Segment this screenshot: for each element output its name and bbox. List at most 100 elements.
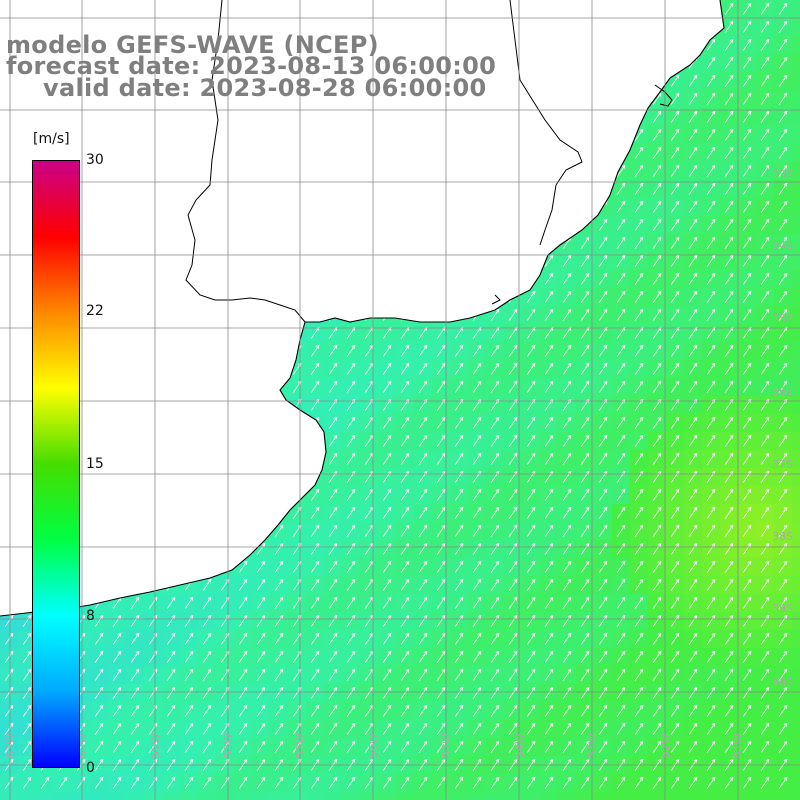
wind-arrow-head bbox=[513, 524, 518, 529]
wind-cell bbox=[738, 792, 756, 800]
wind-arrow-head bbox=[783, 74, 788, 79]
wind-arrow bbox=[724, 39, 734, 51]
wind-arrow bbox=[346, 561, 356, 573]
wind-arrow-head bbox=[333, 488, 338, 493]
wind-cell bbox=[792, 90, 800, 108]
wind-arrow-head bbox=[693, 236, 698, 241]
wind-arrow-head bbox=[657, 164, 662, 169]
wind-arrow-head bbox=[621, 308, 626, 313]
wind-arrow bbox=[688, 525, 698, 537]
wind-arrow-head bbox=[639, 380, 644, 385]
wind-arrow bbox=[742, 489, 752, 501]
wind-cell bbox=[792, 252, 800, 270]
wind-arrow-head bbox=[351, 506, 356, 511]
wind-arrow-head bbox=[729, 542, 734, 547]
wind-arrow-head bbox=[333, 560, 338, 565]
wind-arrow bbox=[778, 489, 788, 501]
wind-arrow bbox=[544, 273, 554, 285]
wind-arrow-head bbox=[459, 470, 464, 475]
wind-arrow bbox=[634, 561, 644, 573]
wind-cell bbox=[792, 414, 800, 432]
wind-arrow-head bbox=[603, 362, 608, 367]
wind-arrow-head bbox=[549, 524, 554, 529]
wind-arrow-head bbox=[675, 110, 680, 115]
wind-arrow bbox=[310, 579, 320, 591]
wind-arrow bbox=[634, 345, 644, 357]
wind-arrow bbox=[544, 507, 554, 519]
wind-arrow bbox=[778, 219, 788, 231]
wind-arrow bbox=[292, 507, 302, 519]
wind-arrow bbox=[418, 345, 428, 357]
wind-arrow bbox=[400, 453, 410, 465]
wind-arrow-head bbox=[405, 524, 410, 529]
wind-arrow-head bbox=[783, 416, 788, 421]
wind-arrow bbox=[418, 363, 428, 375]
wind-arrow bbox=[328, 327, 338, 339]
wind-arrow-head bbox=[513, 308, 518, 313]
wind-arrow-head bbox=[711, 146, 716, 151]
wind-arrow bbox=[706, 363, 716, 375]
wind-arrow bbox=[760, 3, 770, 15]
wind-arrow bbox=[652, 507, 662, 519]
wind-arrow bbox=[328, 543, 338, 555]
wind-arrow-head bbox=[279, 560, 284, 565]
wind-arrow bbox=[580, 381, 590, 393]
wind-arrow-head bbox=[657, 542, 662, 547]
wind-cell bbox=[396, 792, 414, 800]
wind-arrow bbox=[724, 525, 734, 537]
wind-arrow bbox=[724, 579, 734, 591]
wind-arrow bbox=[454, 489, 464, 501]
wind-arrow-head bbox=[567, 596, 572, 601]
wind-arrow-head bbox=[387, 506, 392, 511]
wind-arrow-head bbox=[675, 272, 680, 277]
wind-arrow-head bbox=[657, 506, 662, 511]
wind-arrow bbox=[688, 579, 698, 591]
wind-arrow-head bbox=[747, 416, 752, 421]
wind-arrow-head bbox=[765, 488, 770, 493]
wind-arrow bbox=[652, 165, 662, 177]
wind-arrow-head bbox=[495, 434, 500, 439]
wind-arrow bbox=[616, 327, 626, 339]
wind-arrow-head bbox=[747, 578, 752, 583]
wind-arrow bbox=[274, 597, 284, 609]
wind-cell bbox=[378, 792, 396, 800]
wind-arrow-head bbox=[423, 542, 428, 547]
wind-cell bbox=[324, 792, 342, 800]
wind-arrow bbox=[688, 345, 698, 357]
wind-arrow-head bbox=[549, 362, 554, 367]
wind-arrow-head bbox=[783, 20, 788, 25]
wind-arrow bbox=[490, 345, 500, 357]
wind-arrow bbox=[346, 597, 356, 609]
wind-arrow-head bbox=[531, 542, 536, 547]
wind-arrow bbox=[454, 507, 464, 519]
wind-arrow bbox=[778, 453, 788, 465]
wind-arrow bbox=[724, 219, 734, 231]
wind-arrow bbox=[382, 363, 392, 375]
wind-arrow bbox=[616, 237, 626, 249]
wind-cell bbox=[774, 792, 792, 800]
wind-arrow bbox=[328, 417, 338, 429]
wind-arrow-head bbox=[657, 236, 662, 241]
wind-arrow bbox=[760, 219, 770, 231]
wind-arrow bbox=[706, 579, 716, 591]
wind-arrow-head bbox=[621, 362, 626, 367]
wind-arrow-head bbox=[297, 560, 302, 565]
wind-arrow bbox=[238, 561, 248, 573]
wind-arrow bbox=[490, 597, 500, 609]
wind-arrow-head bbox=[711, 236, 716, 241]
wind-arrow bbox=[652, 525, 662, 537]
wind-arrow bbox=[724, 3, 734, 15]
wind-arrow-head bbox=[549, 272, 554, 277]
wind-cell bbox=[792, 234, 800, 252]
wind-arrow bbox=[526, 507, 536, 519]
wind-arrow-head bbox=[567, 452, 572, 457]
wind-arrow bbox=[490, 471, 500, 483]
wind-arrow-head bbox=[621, 164, 626, 169]
wind-arrow bbox=[760, 525, 770, 537]
wind-arrow bbox=[616, 435, 626, 447]
wind-arrow bbox=[760, 381, 770, 393]
wind-arrow-head bbox=[423, 578, 428, 583]
wind-arrow bbox=[346, 417, 356, 429]
wind-arrow-head bbox=[279, 524, 284, 529]
wind-arrow-head bbox=[675, 452, 680, 457]
